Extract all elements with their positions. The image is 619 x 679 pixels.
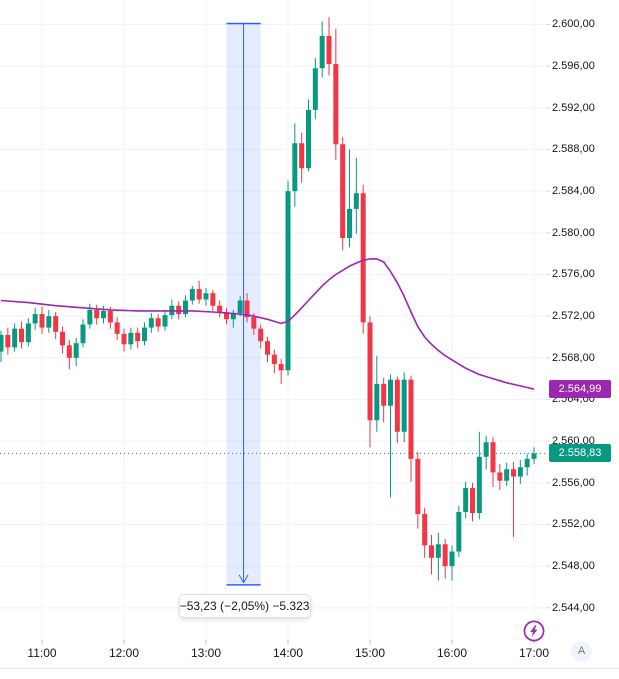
time-label: 15:00 (354, 646, 385, 660)
price-label: 2.600,00 (552, 18, 595, 31)
time-label: 13:00 (190, 646, 221, 660)
last-price-badge: 2.558,83 (549, 444, 611, 463)
bottom-separator (0, 668, 619, 669)
price-label: 2.548,00 (552, 560, 595, 573)
price-label: 2.580,00 (552, 226, 595, 239)
price-label: 2.576,00 (552, 268, 595, 281)
ma-line (0, 258, 535, 390)
price-label: 2.560,00 (552, 435, 595, 448)
lightning-icon-glyph (523, 620, 545, 642)
price-label: 2.552,00 (552, 518, 595, 531)
auto-scale-button[interactable]: A (571, 641, 592, 662)
ma-price-badge: 2.564,99 (549, 380, 611, 399)
time-label: 14:00 (272, 646, 303, 660)
time-label: 12:00 (108, 646, 139, 660)
price-label: 2.544,00 (552, 601, 595, 614)
price-label: 2.568,00 (552, 351, 595, 364)
price-label: 2.572,00 (552, 310, 595, 323)
price-label: 2.584,00 (552, 185, 595, 198)
measurement-lines[interactable] (226, 22, 261, 586)
lightning-icon[interactable] (521, 618, 547, 644)
price-label: 2.592,00 (552, 101, 595, 114)
price-label: 2.596,00 (552, 60, 595, 73)
time-label: 11:00 (27, 646, 57, 660)
time-label: 16:00 (436, 646, 467, 660)
price-label: 2.556,00 (552, 476, 595, 489)
measurement-tooltip: −53,23 (−2,05%) −5.323 (178, 593, 311, 618)
time-label: 17:00 (518, 646, 549, 660)
candles (0, 17, 537, 581)
price-label: 2.588,00 (552, 143, 595, 156)
